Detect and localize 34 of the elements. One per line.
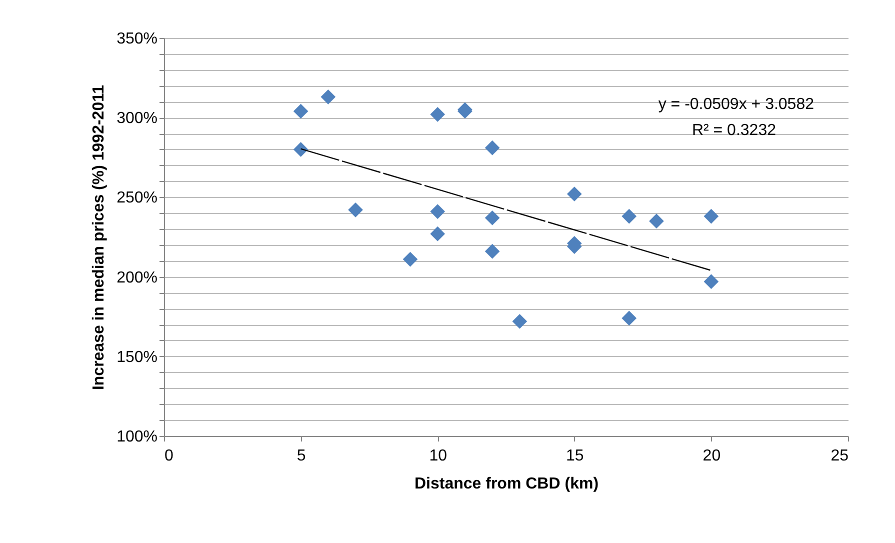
annotation: y = -0.0509x + 3.0582 bbox=[658, 96, 814, 113]
point bbox=[430, 107, 446, 122]
y-tick-label: 200% bbox=[116, 269, 158, 286]
point bbox=[320, 89, 336, 104]
y-tick-label: 350% bbox=[116, 30, 158, 48]
point bbox=[402, 252, 418, 267]
x-tick-label: 5 bbox=[296, 448, 306, 464]
x-axis-title: Distance from CBD (km) bbox=[414, 476, 599, 492]
point bbox=[430, 204, 446, 219]
x-tick-label: 15 bbox=[566, 448, 584, 464]
y-tick-label: 300% bbox=[116, 110, 158, 128]
y-tick-label: 100% bbox=[116, 428, 158, 446]
x-tick-label: 25 bbox=[830, 448, 849, 464]
x-tick-label: 10 bbox=[429, 448, 448, 464]
point bbox=[484, 244, 500, 259]
point bbox=[566, 186, 582, 202]
y-tick-label: 150% bbox=[116, 348, 158, 366]
point bbox=[622, 310, 637, 326]
point bbox=[484, 140, 500, 156]
point bbox=[622, 208, 637, 224]
point bbox=[430, 226, 446, 242]
y-axis-title: Increase in median prices (%) 1992-2011 bbox=[90, 84, 108, 390]
point bbox=[348, 202, 363, 218]
point bbox=[704, 274, 719, 289]
point bbox=[704, 208, 719, 224]
point bbox=[293, 142, 308, 157]
y-tick-label: 250% bbox=[116, 190, 158, 207]
x-tick-label: 20 bbox=[702, 448, 721, 464]
point bbox=[512, 314, 528, 329]
point bbox=[649, 214, 664, 228]
point bbox=[484, 210, 500, 226]
x-tick-label: 0 bbox=[164, 448, 174, 464]
annotation: R² = 0.3232 bbox=[692, 122, 776, 139]
point bbox=[293, 104, 308, 119]
